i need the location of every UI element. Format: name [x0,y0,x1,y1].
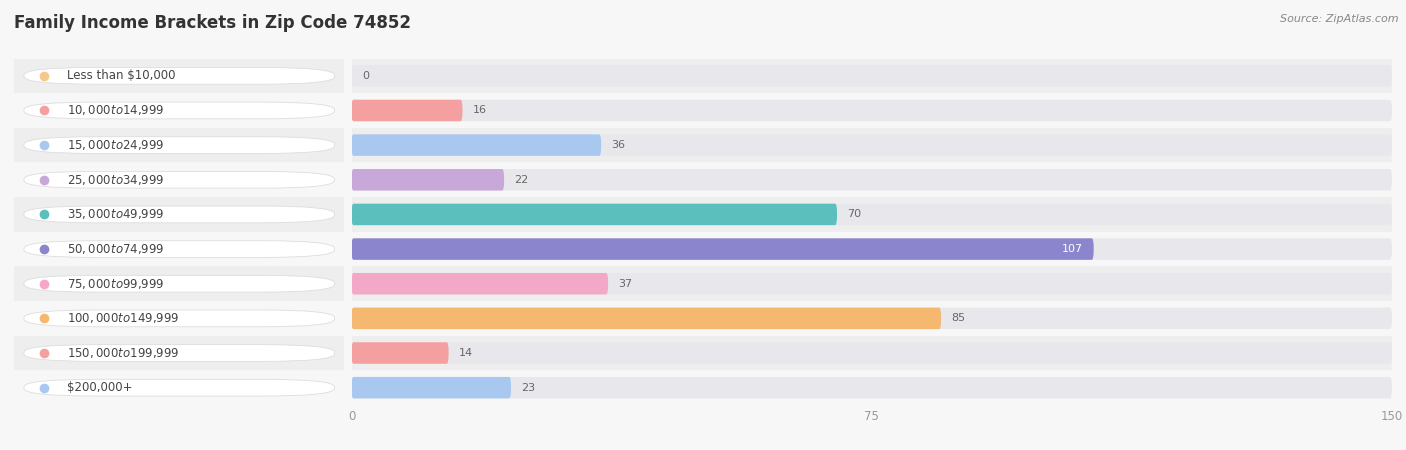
FancyBboxPatch shape [24,241,335,257]
Text: 0: 0 [361,71,368,81]
Text: $100,000 to $149,999: $100,000 to $149,999 [67,311,180,325]
FancyBboxPatch shape [352,135,1392,156]
FancyBboxPatch shape [352,266,1392,301]
FancyBboxPatch shape [352,370,1392,405]
Text: Source: ZipAtlas.com: Source: ZipAtlas.com [1281,14,1399,23]
FancyBboxPatch shape [14,162,344,197]
FancyBboxPatch shape [14,301,344,336]
FancyBboxPatch shape [352,377,1392,398]
FancyBboxPatch shape [352,100,1392,121]
Text: $75,000 to $99,999: $75,000 to $99,999 [67,277,165,291]
FancyBboxPatch shape [24,137,335,153]
FancyBboxPatch shape [24,102,335,119]
FancyBboxPatch shape [352,342,449,364]
FancyBboxPatch shape [352,308,941,329]
FancyBboxPatch shape [352,204,1392,225]
FancyBboxPatch shape [352,377,510,398]
Text: 23: 23 [522,382,536,393]
Text: 16: 16 [472,105,486,116]
FancyBboxPatch shape [352,162,1392,197]
FancyBboxPatch shape [14,197,344,232]
FancyBboxPatch shape [24,275,335,292]
FancyBboxPatch shape [24,345,335,361]
Text: $150,000 to $199,999: $150,000 to $199,999 [67,346,180,360]
FancyBboxPatch shape [24,310,335,327]
FancyBboxPatch shape [352,273,609,294]
Text: 36: 36 [612,140,626,150]
FancyBboxPatch shape [24,68,335,84]
FancyBboxPatch shape [352,308,1392,329]
FancyBboxPatch shape [24,171,335,188]
FancyBboxPatch shape [352,273,1392,294]
FancyBboxPatch shape [352,58,1392,93]
FancyBboxPatch shape [352,336,1392,370]
FancyBboxPatch shape [352,93,1392,128]
Text: $50,000 to $74,999: $50,000 to $74,999 [67,242,165,256]
FancyBboxPatch shape [352,135,602,156]
Text: Family Income Brackets in Zip Code 74852: Family Income Brackets in Zip Code 74852 [14,14,411,32]
Text: 14: 14 [458,348,474,358]
FancyBboxPatch shape [14,58,344,93]
FancyBboxPatch shape [352,232,1392,266]
FancyBboxPatch shape [352,100,463,121]
FancyBboxPatch shape [14,232,344,266]
Text: 37: 37 [619,279,633,289]
FancyBboxPatch shape [14,370,344,405]
FancyBboxPatch shape [352,197,1392,232]
FancyBboxPatch shape [352,238,1094,260]
Text: $25,000 to $34,999: $25,000 to $34,999 [67,173,165,187]
Text: $200,000+: $200,000+ [67,381,132,394]
FancyBboxPatch shape [14,93,344,128]
FancyBboxPatch shape [352,301,1392,336]
Text: $15,000 to $24,999: $15,000 to $24,999 [67,138,165,152]
FancyBboxPatch shape [24,379,335,396]
Text: $10,000 to $14,999: $10,000 to $14,999 [67,104,165,117]
FancyBboxPatch shape [352,128,1392,162]
FancyBboxPatch shape [352,238,1392,260]
FancyBboxPatch shape [352,204,837,225]
FancyBboxPatch shape [352,65,1392,86]
FancyBboxPatch shape [352,169,1392,190]
Text: 85: 85 [952,313,966,324]
FancyBboxPatch shape [14,336,344,370]
FancyBboxPatch shape [24,206,335,223]
Text: 22: 22 [515,175,529,185]
FancyBboxPatch shape [352,169,505,190]
Text: Less than $10,000: Less than $10,000 [67,69,176,82]
Text: 107: 107 [1062,244,1083,254]
FancyBboxPatch shape [14,128,344,162]
Text: $35,000 to $49,999: $35,000 to $49,999 [67,207,165,221]
FancyBboxPatch shape [14,266,344,301]
FancyBboxPatch shape [352,342,1392,364]
Text: 70: 70 [848,209,862,220]
